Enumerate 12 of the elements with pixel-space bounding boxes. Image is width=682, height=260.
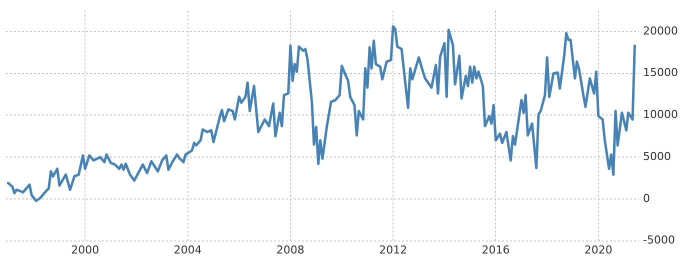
- x-tick-label: 2004: [174, 243, 202, 256]
- y-tick-label: 15000: [643, 66, 678, 80]
- y-tick-label: -5000: [643, 234, 675, 247]
- x-tick-label: 2000: [71, 243, 100, 256]
- x-tick-label: 2008: [276, 243, 304, 256]
- y-tick-label: 0: [643, 192, 650, 205]
- x-tick-label: 2020: [584, 243, 612, 256]
- x-tick-label: 2012: [379, 243, 408, 256]
- x-tick-label: 2016: [482, 243, 510, 256]
- y-tick-label: 10000: [643, 108, 678, 122]
- y-tick-label: 5000: [643, 150, 672, 163]
- y-tick-label: 20000: [643, 24, 678, 38]
